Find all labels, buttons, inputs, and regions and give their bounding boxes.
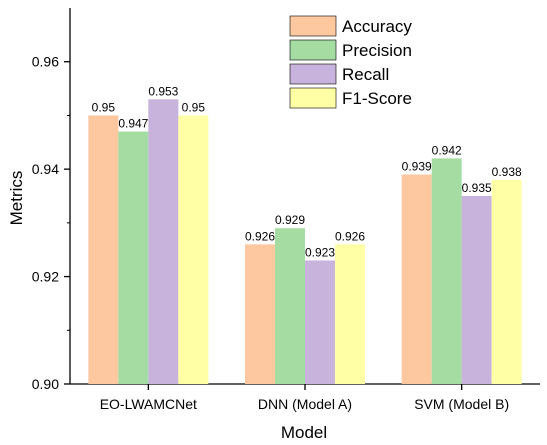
legend-label: Accuracy bbox=[342, 17, 412, 36]
bar-recall bbox=[148, 99, 179, 385]
data-label: 0.926 bbox=[245, 229, 275, 243]
data-label: 0.926 bbox=[335, 229, 365, 243]
bar-accuracy bbox=[401, 174, 432, 384]
legend-label: Recall bbox=[342, 65, 389, 84]
data-label: 0.938 bbox=[492, 165, 522, 179]
bar-f1-score bbox=[178, 115, 209, 384]
legend-swatch bbox=[289, 87, 337, 109]
data-label: 0.942 bbox=[432, 143, 462, 157]
y-tick-label: 0.94 bbox=[32, 161, 59, 177]
data-label: 0.953 bbox=[148, 84, 178, 98]
data-label: 0.947 bbox=[118, 117, 148, 131]
bar-accuracy bbox=[245, 244, 275, 384]
bar-accuracy bbox=[88, 115, 119, 384]
bar-precision bbox=[431, 158, 462, 384]
legend-swatch bbox=[289, 15, 337, 37]
bar-recall bbox=[305, 260, 335, 384]
legend-swatch bbox=[289, 63, 337, 85]
y-axis-title: Metrics bbox=[7, 171, 26, 226]
bar-precision bbox=[118, 131, 149, 384]
legend-swatch bbox=[289, 39, 337, 61]
data-label: 0.929 bbox=[275, 213, 305, 227]
bar-f1-score bbox=[491, 179, 522, 384]
x-tick-label: EO-LWAMCNet bbox=[100, 396, 197, 412]
data-label: 0.95 bbox=[182, 100, 206, 114]
x-tick-label: SVM (Model B) bbox=[414, 396, 509, 412]
y-tick-label: 0.92 bbox=[32, 269, 59, 285]
bar-f1-score bbox=[335, 244, 365, 384]
x-tick-label: DNN (Model A) bbox=[258, 396, 352, 412]
data-label: 0.939 bbox=[402, 160, 432, 174]
legend-label: Precision bbox=[342, 41, 412, 60]
data-label: 0.923 bbox=[305, 245, 335, 259]
y-tick-label: 0.90 bbox=[32, 376, 59, 392]
data-label: 0.935 bbox=[462, 181, 492, 195]
bar-recall bbox=[461, 196, 492, 384]
bar-precision bbox=[275, 228, 305, 384]
y-tick-label: 0.96 bbox=[32, 54, 59, 70]
legend-label: F1-Score bbox=[342, 89, 412, 108]
x-axis-title: Model bbox=[281, 423, 327, 442]
plot-area: 0.900.920.940.960.950.9470.9530.95EO-LWA… bbox=[32, 8, 540, 412]
data-label: 0.95 bbox=[92, 100, 116, 114]
